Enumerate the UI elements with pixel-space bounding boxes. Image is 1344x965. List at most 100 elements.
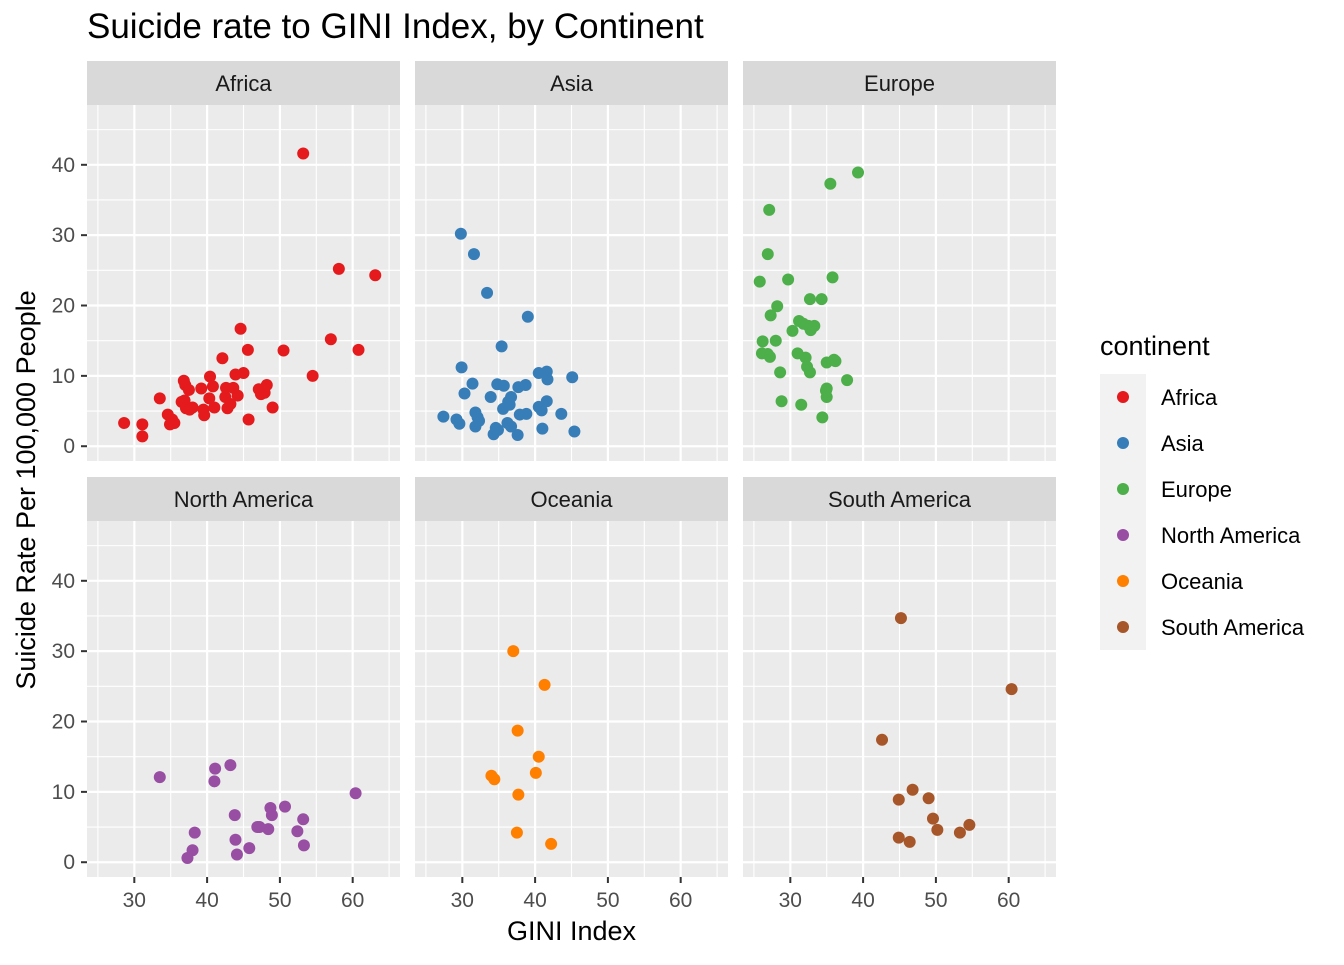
point-asia	[458, 387, 471, 400]
facet-strip	[743, 477, 1056, 521]
legend: continent Africa Asia Europe North America O…	[1100, 331, 1305, 650]
point-europe	[775, 395, 788, 408]
point-oceania	[532, 750, 545, 763]
point-europe	[816, 411, 829, 424]
point-north-america	[224, 759, 237, 772]
point-south-america	[876, 733, 889, 746]
x-tick-label: 60	[341, 889, 364, 912]
point-europe	[786, 324, 799, 337]
x-tick-label: 50	[268, 889, 291, 912]
legend-label-asia: Asia	[1161, 431, 1205, 456]
y-tick-label: 0	[63, 435, 75, 458]
point-north-america	[297, 813, 310, 826]
point-asia	[484, 390, 497, 403]
x-tick-label: 30	[779, 889, 802, 912]
point-europe	[763, 350, 776, 363]
x-tick-label: 30	[451, 889, 474, 912]
legend-key-south-america	[1117, 621, 1129, 633]
y-tick-label: 30	[52, 224, 75, 247]
point-south-america	[1005, 683, 1018, 696]
x-tick-label: 60	[669, 889, 692, 912]
point-north-america	[228, 809, 241, 822]
y-tick-label: 10	[52, 781, 75, 804]
point-africa	[241, 343, 254, 356]
point-north-america	[291, 825, 304, 838]
point-europe	[782, 273, 795, 286]
point-asia	[467, 248, 480, 261]
point-europe	[795, 398, 808, 411]
x-tick-label: 40	[851, 889, 874, 912]
point-africa	[203, 392, 216, 405]
point-europe	[803, 293, 816, 306]
point-asia	[521, 310, 534, 323]
point-asia	[505, 420, 518, 433]
point-asia	[497, 402, 510, 415]
point-africa	[195, 382, 208, 395]
y-tick-label: 20	[52, 295, 75, 318]
point-africa	[297, 147, 310, 160]
point-europe	[764, 309, 777, 322]
point-europe	[799, 351, 812, 364]
point-africa	[266, 401, 279, 414]
point-asia	[455, 361, 468, 374]
point-africa	[258, 386, 271, 399]
legend-key-background	[1100, 374, 1146, 650]
point-africa	[229, 368, 242, 381]
y-tick-label: 10	[52, 365, 75, 388]
point-africa	[153, 392, 166, 405]
point-europe	[820, 390, 833, 403]
point-asia	[495, 340, 508, 353]
point-africa	[208, 401, 221, 414]
point-north-america	[188, 826, 201, 839]
point-europe	[774, 366, 787, 379]
point-north-america	[181, 852, 194, 865]
facet-panels: Africa 0 10 20 30 40 Asia Europe North America 0 1…	[52, 61, 1056, 912]
point-oceania	[538, 678, 551, 691]
x-tick-label: 50	[596, 889, 619, 912]
point-asia	[541, 373, 554, 386]
point-north-america	[229, 833, 242, 846]
point-asia	[469, 420, 482, 433]
point-europe	[815, 293, 828, 306]
x-tick-label: 40	[523, 889, 546, 912]
point-asia	[535, 404, 548, 417]
point-africa	[242, 413, 255, 426]
point-asia	[487, 428, 500, 441]
point-europe	[841, 374, 854, 387]
point-asia	[566, 371, 579, 384]
point-europe	[756, 335, 769, 348]
point-europe	[804, 324, 817, 337]
point-africa	[231, 389, 244, 402]
point-south-america	[892, 793, 905, 806]
point-south-america	[926, 812, 939, 825]
y-tick-label: 40	[52, 570, 75, 593]
point-asia	[536, 422, 549, 435]
legend-key-europe	[1117, 483, 1129, 495]
point-asia	[437, 410, 450, 423]
point-europe	[761, 248, 774, 261]
legend-key-asia	[1117, 437, 1129, 449]
point-africa	[198, 409, 211, 422]
point-oceania	[507, 645, 520, 658]
point-north-america	[243, 842, 256, 855]
facet-strip	[87, 61, 400, 105]
point-europe	[829, 355, 842, 368]
y-tick-label: 30	[52, 640, 75, 663]
point-south-america	[953, 826, 966, 839]
point-north-america	[262, 823, 275, 836]
point-south-america	[963, 818, 976, 831]
point-north-america	[349, 787, 362, 800]
point-oceania	[545, 837, 558, 850]
legend-label-europe: Europe	[1161, 477, 1232, 502]
point-south-america	[894, 612, 907, 625]
point-asia	[466, 377, 479, 390]
point-africa	[204, 370, 217, 383]
point-oceania	[512, 788, 525, 801]
point-asia	[540, 395, 553, 408]
point-north-america	[230, 848, 243, 861]
point-africa	[306, 369, 319, 382]
facet-strip-label: North America	[174, 487, 314, 512]
point-africa	[136, 430, 149, 443]
